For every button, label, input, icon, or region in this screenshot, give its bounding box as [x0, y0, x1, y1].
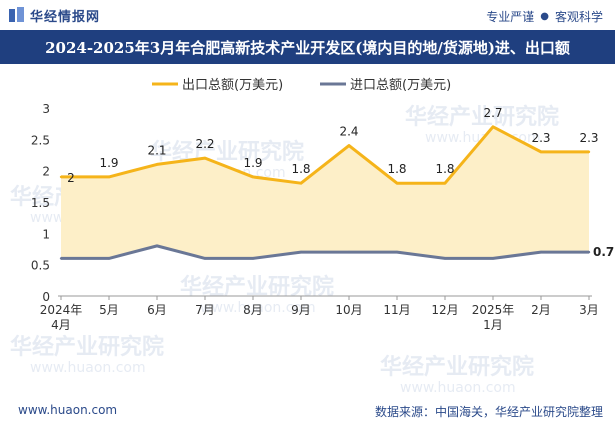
data-point: [347, 250, 351, 254]
data-point: [251, 257, 255, 260]
x-tick-label-line: 2024年: [40, 303, 83, 317]
footer-url[interactable]: www.huaon.com: [18, 403, 118, 417]
x-tick-label: 5月: [99, 303, 119, 317]
x-tick-label-line: 4月: [51, 318, 71, 332]
x-tick-label-line: 7月: [195, 303, 215, 317]
watermark-text: 华经产业研究院: [10, 334, 164, 360]
x-tick-label: 7月: [195, 303, 215, 317]
data-point: [491, 257, 495, 260]
data-point: [347, 144, 351, 147]
data-label: 2.3: [531, 131, 550, 145]
data-label: 1.8: [435, 162, 454, 176]
x-tick-label-line: 2025年: [472, 303, 515, 317]
watermark-text: 华经产业研究院: [405, 104, 559, 130]
chart: 华经产业研究院www.huaon.com华经产业研究院www.huaon.com…: [10, 78, 614, 395]
x-tick-label-line: 5月: [99, 303, 119, 317]
x-tick-label: 12月: [431, 303, 458, 317]
y-tick-label: 2: [42, 165, 50, 179]
y-tick-label: 1: [42, 227, 50, 241]
data-point: [59, 257, 63, 260]
x-tick-label-line: 1月: [483, 318, 503, 332]
data-point: [203, 156, 207, 160]
data-label: 2.2: [195, 137, 214, 151]
x-tick-label-line: 3月: [579, 303, 599, 317]
data-label: 2: [67, 171, 75, 185]
x-tick-label: 3月: [579, 303, 599, 317]
x-tick-label: 6月: [147, 303, 167, 317]
x-tick-label-line: 9月: [291, 303, 311, 317]
watermark-sub: www.huaon.com: [400, 380, 516, 395]
tagline-right: 客观科学: [554, 10, 603, 24]
data-point: [395, 250, 399, 254]
data-point: [299, 182, 303, 185]
data-point: [395, 182, 399, 185]
series-line-1: [61, 244, 589, 260]
chart-title: 2024-2025年3月年合肥高新技术产业开发区(境内目的地/货源地)进、出口额: [45, 38, 570, 57]
data-point: [203, 257, 207, 260]
series-line-0: [61, 125, 589, 185]
data-point: [443, 257, 447, 260]
x-tick-label: 2024年 4月: [40, 303, 83, 332]
data-point: [155, 163, 159, 166]
data-point: [587, 250, 591, 254]
watermark-text: 华经产业研究院: [380, 354, 534, 380]
data-label: 1.9: [243, 156, 262, 170]
x-tick-label: 2月: [531, 303, 551, 317]
y-tick-label: 3: [42, 102, 50, 116]
x-tick-label-line: 10月: [335, 303, 362, 317]
tagline-dot-icon: ●: [540, 11, 549, 22]
data-label: 2.1: [147, 143, 166, 157]
legend-label-1: 进口总额(万美元): [350, 78, 451, 93]
data-label: 1.9: [99, 156, 118, 170]
data-point: [539, 150, 543, 154]
y-tick-label: 1.5: [31, 196, 50, 210]
x-tick-label-line: 2月: [531, 303, 551, 317]
legend-label-0: 出口总额(万美元): [182, 78, 283, 93]
x-tick-label: 11月: [383, 303, 410, 317]
title-bar: 2024-2025年3月年合肥高新技术产业开发区(境内目的地/货源地)进、出口额: [0, 30, 615, 64]
footer-source: 数据来源：中国海关，华经产业研究院整理: [374, 405, 603, 419]
data-label: 0.7: [593, 245, 614, 259]
top-bar: 华经情报网 专业严谨 ● 客观科学: [0, 0, 615, 30]
y-tick-label: 0: [42, 290, 50, 304]
data-point: [107, 257, 111, 260]
brand-name: 华经情报网: [30, 9, 101, 25]
x-tick-label: 9月: [291, 303, 311, 317]
brand-logo-icon: [9, 7, 24, 22]
data-point: [155, 244, 159, 248]
tagline: 专业严谨 ● 客观科学: [486, 8, 603, 25]
x-tick-label: 8月: [243, 303, 263, 317]
data-point: [251, 175, 255, 179]
x-tick-label-line: 11月: [383, 303, 410, 317]
y-tick-label: 0.5: [31, 259, 50, 273]
export-area: [61, 126, 589, 259]
y-tick-label: 2.5: [31, 133, 50, 147]
data-point: [443, 182, 447, 185]
data-point: [107, 175, 111, 179]
data-point: [587, 150, 591, 154]
watermark-sub: www.huaon.com: [30, 360, 146, 376]
x-tick-label-line: 8月: [243, 303, 263, 317]
x-tick-label-line: 6月: [147, 303, 167, 317]
data-label: 1.8: [291, 162, 310, 176]
tagline-left: 专业严谨: [486, 10, 535, 24]
watermark-sub: www.huaon.com: [200, 300, 316, 316]
x-tick-label: 10月: [335, 303, 362, 317]
data-label: 1.8: [387, 162, 406, 176]
data-point: [539, 250, 543, 254]
data-point: [299, 250, 303, 254]
data-point: [491, 125, 495, 128]
brand: 华经情报网: [8, 6, 101, 25]
data-point: [59, 175, 63, 179]
x-tick-label: 2025年 1月: [472, 303, 515, 332]
data-label: 2.3: [579, 131, 598, 145]
data-label: 2.7: [483, 106, 502, 120]
data-label: 2.4: [339, 125, 358, 139]
x-tick-label-line: 12月: [431, 303, 458, 317]
footer: www.huaon.com 数据来源：中国海关，华经产业研究院整理: [0, 395, 615, 427]
